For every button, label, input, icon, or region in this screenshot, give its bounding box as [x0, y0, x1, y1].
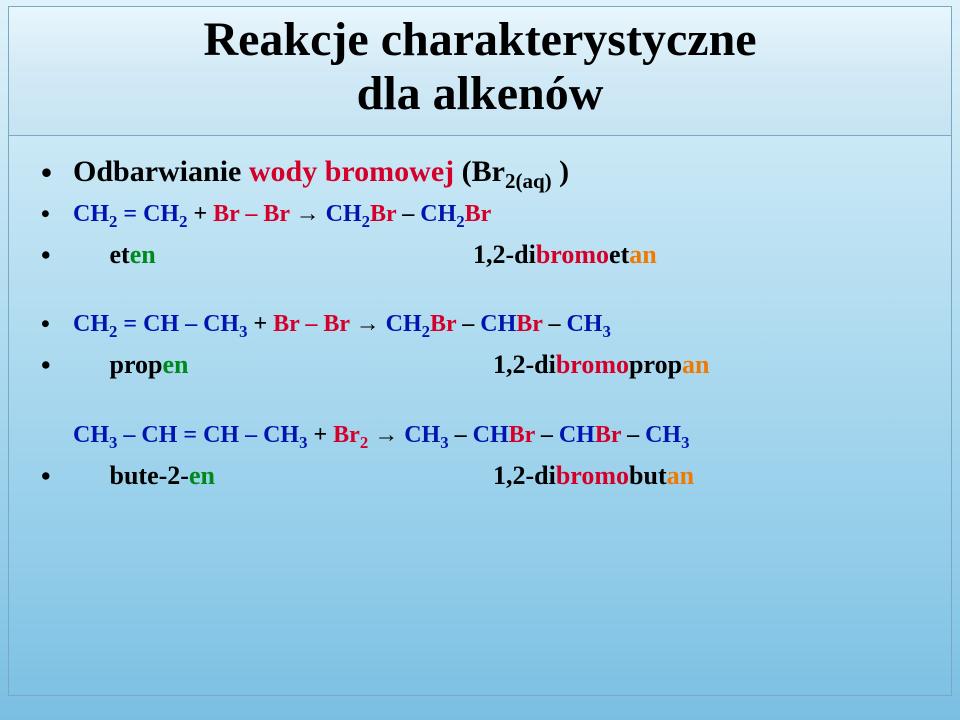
header-tail-open: (Br — [462, 155, 505, 188]
body-box: Odbarwianie wody bromowej (Br2(aq) ) CH2… — [8, 136, 952, 696]
title-line-1: Reakcje charakterystyczne — [203, 13, 756, 66]
eq1-br: Br – Br — [213, 201, 289, 227]
equation-1: CH2 = CH2 + Br – Br → CH2Br – CH2Br — [27, 197, 933, 232]
header-prefix: Odbarwianie — [73, 155, 249, 188]
gap-1 — [27, 277, 933, 303]
names-3: bute-2-en 1,2-dibromobutan — [27, 457, 933, 495]
header-tail-close: ) — [552, 155, 570, 188]
slide-title: Reakcje charakterystyczne dla alkenów — [19, 13, 941, 121]
slide: Reakcje charakterystyczne dla alkenów Od… — [0, 0, 960, 720]
header-tail-sub: 2(aq) — [505, 169, 552, 193]
equation-3: CH3 – CH = CH – CH3 + Br2 → CH3 – CHBr –… — [27, 418, 933, 453]
content-list: Odbarwianie wody bromowej (Br2(aq) ) CH2… — [27, 150, 933, 495]
eq1-lhs: CH2 = CH2 — [73, 201, 187, 227]
equation-3-wrap: CH3 – CH = CH – CH3 + Br2 → CH3 – CHBr –… — [27, 418, 933, 453]
names-1: eten 1,2-dibromoetan — [27, 236, 933, 274]
equation-2: CH2 = CH – CH3 + Br – Br → CH2Br – CHBr … — [27, 307, 933, 342]
header-line: Odbarwianie wody bromowej (Br2(aq) ) — [27, 150, 933, 194]
title-box: Reakcje charakterystyczne dla alkenów — [8, 6, 952, 136]
title-line-2: dla alkenów — [357, 67, 604, 120]
names-2: propen 1,2-dibromopropan — [27, 346, 933, 384]
gap-2 — [27, 388, 933, 414]
header-red: wody bromowej — [249, 155, 462, 188]
